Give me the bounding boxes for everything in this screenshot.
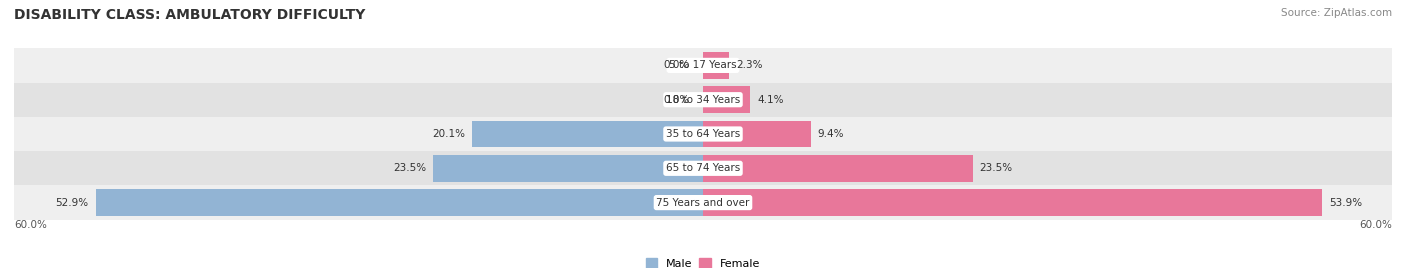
Legend: Male, Female: Male, Female — [647, 258, 759, 268]
Bar — [703, 155, 973, 182]
Text: DISABILITY CLASS: AMBULATORY DIFFICULTY: DISABILITY CLASS: AMBULATORY DIFFICULTY — [14, 8, 366, 22]
Text: 2.3%: 2.3% — [737, 60, 763, 70]
Text: 23.5%: 23.5% — [394, 163, 426, 173]
Bar — [14, 151, 1392, 185]
Text: 4.1%: 4.1% — [756, 95, 783, 105]
Bar — [703, 86, 749, 113]
Text: 52.9%: 52.9% — [56, 198, 89, 208]
Bar — [472, 121, 703, 147]
Text: 0.0%: 0.0% — [664, 60, 689, 70]
Bar — [14, 117, 1392, 151]
Text: 35 to 64 Years: 35 to 64 Years — [666, 129, 740, 139]
Text: 9.4%: 9.4% — [818, 129, 845, 139]
Text: 60.0%: 60.0% — [1360, 220, 1392, 230]
Text: 18 to 34 Years: 18 to 34 Years — [666, 95, 740, 105]
Bar — [14, 83, 1392, 117]
Text: 0.0%: 0.0% — [664, 95, 689, 105]
Bar — [96, 189, 703, 216]
Bar — [14, 48, 1392, 83]
Bar — [703, 52, 730, 79]
Text: 53.9%: 53.9% — [1329, 198, 1362, 208]
Text: 20.1%: 20.1% — [432, 129, 465, 139]
Text: 60.0%: 60.0% — [14, 220, 46, 230]
Text: 5 to 17 Years: 5 to 17 Years — [669, 60, 737, 70]
Text: 23.5%: 23.5% — [980, 163, 1012, 173]
Text: Source: ZipAtlas.com: Source: ZipAtlas.com — [1281, 8, 1392, 18]
Bar — [433, 155, 703, 182]
Bar — [14, 185, 1392, 220]
Bar — [703, 189, 1322, 216]
Text: 65 to 74 Years: 65 to 74 Years — [666, 163, 740, 173]
Text: 75 Years and over: 75 Years and over — [657, 198, 749, 208]
Bar — [703, 121, 811, 147]
